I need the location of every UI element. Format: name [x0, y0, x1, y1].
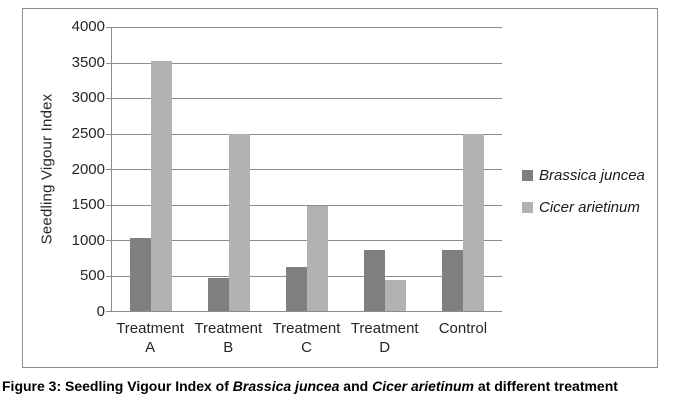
chart: Seedling Vigour Index 0 500 1000 1500 2000 25… — [22, 8, 658, 368]
caption-connector: and — [339, 378, 373, 394]
y-tickmark-2500 — [106, 133, 112, 135]
bar-brassica-juncea-treatment-c — [286, 267, 307, 311]
x-label-treatment-d: Treatment D — [350, 320, 419, 356]
bar-group-treatment-c — [268, 27, 346, 311]
y-tick-label-2500: 2500 — [71, 124, 105, 142]
y-tick-label-500: 500 — [79, 267, 105, 285]
bar-cicer-arietinum-control — [463, 133, 484, 311]
legend-swatch-brassica-juncea — [522, 170, 533, 181]
bar-brassica-juncea-treatment-a — [130, 237, 151, 311]
y-tickmark-1500 — [106, 204, 112, 206]
legend-swatch-cicer-arietinum — [522, 202, 533, 213]
y-tickmark-3000 — [106, 98, 112, 99]
legend: Brassica juncea Cicer arietinum — [522, 167, 645, 216]
y-tick-label-3500: 3500 — [71, 53, 105, 71]
gridline-3500 — [112, 62, 502, 64]
gridline-2000 — [112, 169, 502, 170]
x-label-control: Control — [438, 320, 488, 337]
bar-brassica-juncea-control — [442, 249, 463, 311]
bar-cicer-arietinum-treatment-c — [307, 205, 328, 311]
gridline-1500 — [112, 204, 502, 206]
bar-group-treatment-b — [190, 27, 268, 311]
y-tick-label-4000: 4000 — [71, 18, 105, 35]
legend-label-cicer-arietinum: Cicer arietinum — [539, 199, 640, 216]
y-axis-tick-labels: 0 500 1000 1500 2000 2500 3000 3500 4000 — [53, 9, 105, 329]
gridline-4000 — [112, 27, 502, 28]
y-tickmark-0 — [106, 311, 112, 312]
x-label-treatment-a: Treatment A — [116, 320, 184, 356]
bar-cicer-arietinum-treatment-d — [385, 280, 406, 311]
gridline-2500 — [112, 133, 502, 135]
y-tick-label-1000: 1000 — [71, 231, 105, 249]
gridline-3000 — [112, 98, 502, 99]
caption-prefix: Figure 3: Seedling Vigour Index of — [2, 378, 233, 394]
caption-suffix: at different treatment — [474, 378, 618, 394]
bar-cicer-arietinum-treatment-b — [229, 133, 250, 311]
caption-species-1: Brassica juncea — [232, 378, 340, 394]
bar-group-control — [424, 27, 502, 311]
y-tick-label-2000: 2000 — [71, 160, 105, 178]
bar-group-treatment-a — [112, 27, 190, 311]
bar-brassica-juncea-treatment-b — [208, 278, 229, 311]
y-tickmark-4000 — [106, 27, 112, 28]
legend-item-cicer-arietinum: Cicer arietinum — [522, 199, 645, 216]
y-tick-label-0: 0 — [96, 303, 105, 320]
plot-area — [106, 27, 502, 312]
y-tickmark-500 — [106, 275, 112, 277]
y-tickmark-3500 — [106, 62, 112, 64]
legend-item-brassica-juncea: Brassica juncea — [522, 167, 645, 184]
bar-cicer-arietinum-treatment-a — [151, 61, 172, 311]
x-label-treatment-b: Treatment B — [194, 320, 263, 356]
bar-group-treatment-d — [346, 27, 424, 311]
y-tickmark-2000 — [106, 169, 112, 170]
bar-brassica-juncea-treatment-d — [364, 249, 385, 311]
y-tickmark-1000 — [106, 240, 112, 241]
x-label-treatment-c: Treatment C — [272, 320, 341, 356]
figure-caption: Figure 3: Seedling Vigour Index of Brass… — [2, 378, 682, 394]
legend-label-brassica-juncea: Brassica juncea — [539, 167, 645, 184]
y-tick-label-1500: 1500 — [71, 196, 105, 214]
y-tick-label-3000: 3000 — [71, 89, 105, 107]
caption-species-2: Cicer arietinum — [372, 378, 475, 394]
